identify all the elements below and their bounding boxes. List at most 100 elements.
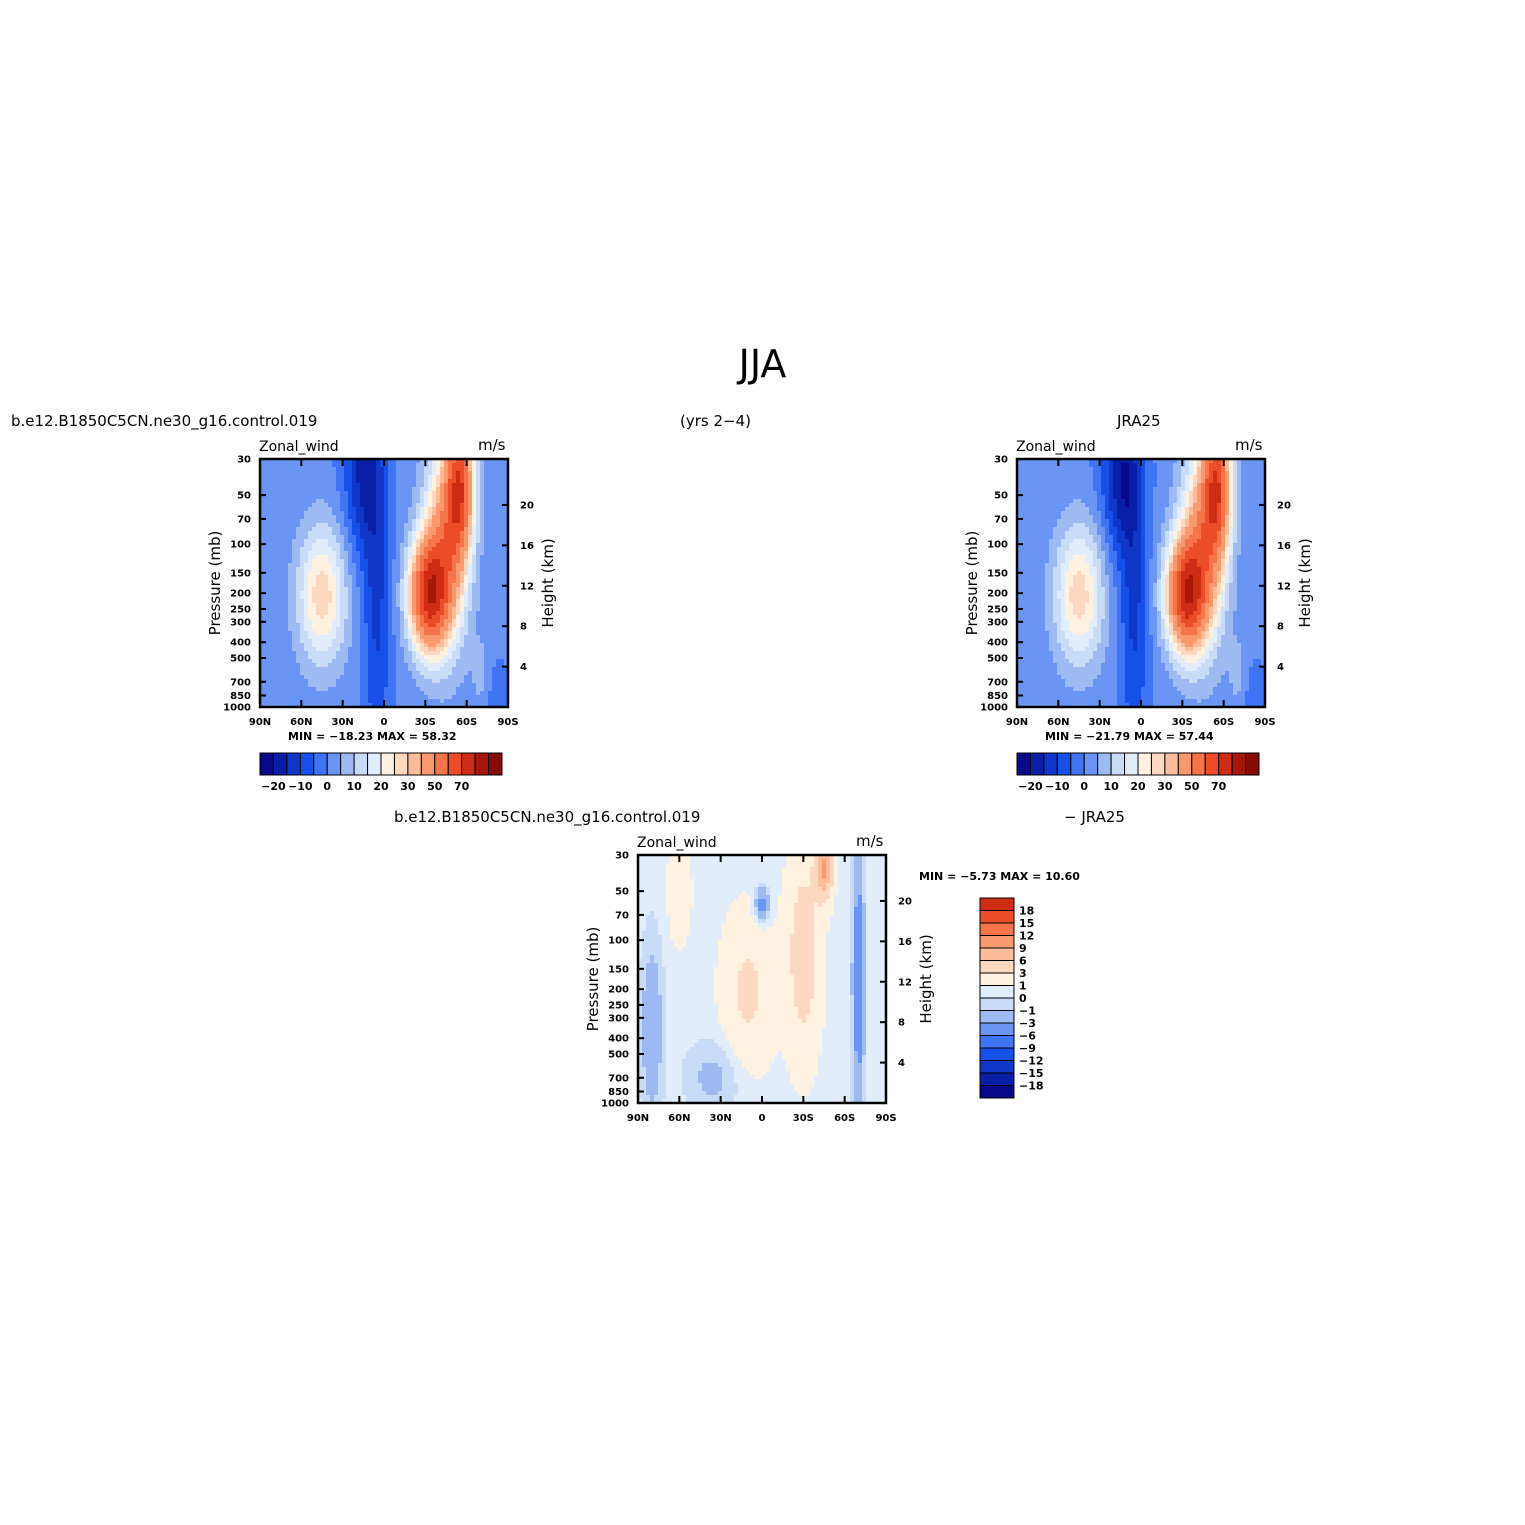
field-cell: [448, 583, 453, 588]
field-cell: [436, 651, 441, 656]
field-cell: [260, 555, 265, 560]
field-cell: [336, 631, 341, 636]
field-cell: [280, 679, 285, 684]
field-cell: [1029, 639, 1034, 644]
field-cell: [1073, 683, 1078, 688]
field-cell: [336, 607, 341, 612]
field-cell: [1057, 495, 1062, 500]
field-cell: [284, 567, 289, 572]
field-cell: [412, 471, 417, 476]
field-cell: [308, 691, 313, 696]
field-cell: [272, 647, 277, 652]
field-cell: [412, 695, 417, 700]
field-cell: [268, 559, 273, 564]
field-cell: [480, 519, 485, 524]
field-cell: [284, 583, 289, 588]
field-cell: [412, 579, 417, 584]
field-cell: [440, 463, 445, 468]
field-cell: [1049, 507, 1054, 512]
field-cell: [500, 683, 505, 688]
field-cell: [380, 463, 385, 468]
field-cell: [296, 559, 301, 564]
field-cell: [1017, 543, 1022, 548]
field-cell: [456, 467, 461, 472]
field-cell: [356, 563, 361, 568]
field-cell: [476, 599, 481, 604]
field-cell: [324, 479, 329, 484]
field-cell: [424, 491, 429, 496]
field-cell: [340, 679, 345, 684]
field-cell: [1029, 471, 1034, 476]
field-cell: [476, 611, 481, 616]
field-cell: [352, 623, 357, 628]
field-cell: [1049, 475, 1054, 480]
field-cell: [1033, 631, 1038, 636]
field-cell: [308, 687, 313, 692]
field-cell: [316, 535, 321, 540]
field-cell: [396, 563, 401, 568]
field-cell: [280, 667, 285, 672]
field-cell: [436, 699, 441, 704]
field-cell: [464, 571, 469, 576]
field-cell: [404, 663, 409, 668]
field-cell: [356, 571, 361, 576]
field-cell: [1061, 647, 1066, 652]
field-cell: [428, 683, 433, 688]
field-cell: [1061, 503, 1066, 508]
field-cell: [1077, 691, 1082, 696]
field-cell: [1025, 519, 1030, 524]
field-cell: [400, 571, 405, 576]
field-cell: [352, 563, 357, 568]
field-cell: [316, 671, 321, 676]
height-tick-label: 20: [520, 500, 534, 511]
field-cell: [312, 559, 317, 564]
field-cell: [428, 635, 433, 640]
field-cell: [488, 519, 493, 524]
field-cell: [276, 659, 281, 664]
field-cell: [436, 647, 441, 652]
field-cell: [1045, 623, 1050, 628]
field-cell: [1053, 527, 1058, 532]
field-cell: [492, 659, 497, 664]
field-cell: [312, 527, 317, 532]
field-cell: [420, 535, 425, 540]
field-cell: [492, 655, 497, 660]
field-cell: [1081, 515, 1086, 520]
field-cell: [440, 471, 445, 476]
field-cell: [468, 575, 473, 580]
field-cell: [396, 519, 401, 524]
field-cell: [456, 623, 461, 628]
field-cell: [288, 511, 293, 516]
field-cell: [1077, 607, 1082, 612]
field-cell: [464, 487, 469, 492]
field-cell: [416, 699, 421, 704]
field-cell: [356, 467, 361, 472]
field-cell: [300, 687, 305, 692]
field-cell: [468, 555, 473, 560]
field-cell: [1049, 683, 1054, 688]
field-cell: [340, 535, 345, 540]
field-cell: [448, 579, 453, 584]
field-cell: [444, 463, 449, 468]
field-cell: [472, 527, 477, 532]
field-cell: [460, 551, 465, 556]
field-cell: [280, 659, 285, 664]
field-cell: [428, 627, 433, 632]
field-cell: [416, 651, 421, 656]
field-cell: [1061, 459, 1066, 464]
field-cell: [404, 671, 409, 676]
field-cell: [476, 487, 481, 492]
field-cell: [1021, 587, 1026, 592]
field-cell: [380, 607, 385, 612]
field-cell: [440, 543, 445, 548]
field-cell: [1053, 463, 1058, 468]
field-cell: [324, 459, 329, 464]
field-cell: [1029, 691, 1034, 696]
field-cell: [316, 479, 321, 484]
field-cell: [332, 467, 337, 472]
field-cell: [360, 559, 365, 564]
field-cell: [268, 539, 273, 544]
field-cell: [392, 647, 397, 652]
field-cell: [372, 651, 377, 656]
field-cell: [288, 551, 293, 556]
